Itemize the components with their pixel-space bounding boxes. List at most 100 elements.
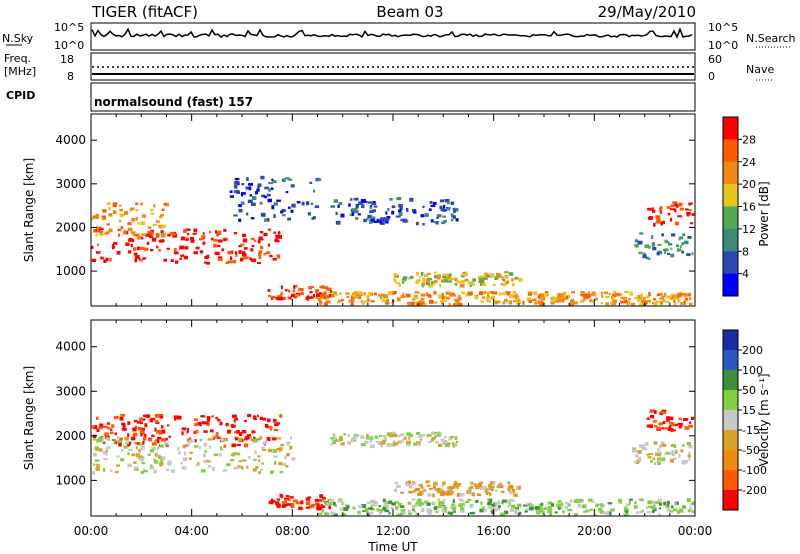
heatmap-cell: [443, 299, 447, 303]
heatmap-cell: [400, 511, 406, 514]
heatmap-cell: [134, 442, 138, 445]
heatmap-cell: [460, 510, 465, 513]
heatmap-cell: [361, 504, 366, 509]
heatmap-cell: [662, 220, 665, 224]
heatmap-cell: [316, 293, 321, 297]
heatmap-cell: [459, 499, 464, 502]
heatmap-cell: [249, 257, 252, 261]
heatmap-cell: [371, 209, 376, 213]
heatmap-cell: [436, 216, 439, 220]
heatmap-cell: [297, 288, 301, 292]
heatmap-cell: [237, 437, 242, 442]
heatmap-cell: [399, 505, 405, 508]
heatmap-cell: [121, 448, 124, 452]
heatmap-cell: [241, 459, 247, 462]
heatmap-cell: [514, 277, 519, 281]
heatmap-cell: [550, 298, 555, 303]
heatmap-cell: [210, 237, 214, 241]
heatmap-cell: [255, 466, 259, 470]
heatmap-cell: [447, 275, 452, 279]
heatmap-cell: [396, 484, 401, 488]
heatmap-cell: [443, 279, 448, 283]
heatmap-cell: [276, 254, 281, 259]
heatmap-cell: [237, 466, 240, 469]
power-colorbar-label: Power [dB]: [757, 181, 771, 246]
heatmap-cell: [659, 297, 664, 300]
heatmap-cell: [333, 513, 338, 516]
heatmap-cell: [487, 502, 492, 505]
heatmap-cell: [139, 430, 145, 435]
heatmap-cell: [251, 430, 256, 434]
heatmap-cell: [285, 289, 288, 292]
heatmap-cell: [365, 507, 369, 511]
heatmap-cell: [268, 182, 273, 185]
heatmap-cell: [338, 202, 343, 206]
heatmap-cell: [124, 230, 127, 234]
heatmap-cell: [91, 258, 97, 262]
heatmap-cell: [105, 447, 108, 451]
heatmap-cell: [236, 430, 240, 434]
heatmap-cell: [498, 505, 501, 508]
heatmap-cell: [388, 432, 392, 436]
cpid-value: normalsound (fast) 157: [94, 95, 253, 109]
heatmap-cell: [420, 434, 426, 437]
heatmap-cell: [286, 441, 291, 444]
heatmap-cell: [415, 503, 421, 506]
heatmap-cell: [270, 470, 273, 475]
heatmap-cell: [133, 247, 137, 251]
heatmap-cell: [153, 458, 156, 461]
heatmap-cell: [691, 416, 695, 420]
heatmap-cell: [397, 434, 401, 438]
heatmap-cell: [366, 218, 369, 221]
heatmap-cell: [506, 292, 510, 296]
heatmap-cell: [673, 423, 678, 427]
heatmap-cell: [472, 278, 476, 282]
heatmap-cell: [394, 501, 400, 504]
heatmap-cell: [681, 293, 686, 297]
heatmap-cell: [332, 440, 336, 445]
heatmap-cell: [354, 291, 358, 294]
heatmap-cell: [160, 230, 164, 234]
heatmap-cell: [352, 506, 356, 510]
heatmap-cell: [657, 451, 662, 456]
heatmap-cell: [199, 422, 202, 427]
heatmap-cell: [404, 436, 407, 440]
heatmap-cell: [154, 469, 157, 474]
heatmap-cell: [407, 501, 412, 505]
heatmap-cell: [424, 213, 429, 217]
heatmap-cell: [247, 414, 252, 418]
heatmap-cell: [337, 204, 340, 208]
heatmap-cell: [483, 291, 487, 295]
heatmap-cell: [678, 293, 684, 296]
heatmap-cell: [117, 440, 123, 443]
heatmap-cell: [293, 499, 298, 503]
heatmap-cell: [635, 511, 640, 514]
heatmap-cell: [486, 275, 491, 278]
heatmap-cell: [143, 436, 147, 441]
heatmap-cell: [486, 291, 491, 294]
heatmap-cell: [235, 189, 240, 194]
heatmap-cell: [641, 298, 644, 303]
heatmap-cell: [289, 445, 293, 450]
heatmap-cell: [426, 433, 429, 438]
heatmap-cell: [149, 235, 153, 239]
freq-unit-label: [MHz]: [4, 65, 36, 78]
heatmap-cell: [270, 187, 274, 190]
heatmap-cell: [468, 291, 473, 296]
heatmap-cell: [219, 446, 222, 450]
heatmap-cell: [405, 293, 411, 298]
heatmap-cell: [96, 439, 101, 443]
heatmap-cell: [127, 222, 132, 226]
heatmap-cell: [370, 216, 376, 221]
heatmap-cell: [581, 504, 587, 509]
heatmap-cell: [614, 293, 619, 296]
heatmap-cell: [479, 278, 485, 283]
heatmap-cell: [502, 499, 507, 503]
heatmap-cell: [689, 421, 692, 424]
heatmap-cell: [203, 453, 206, 458]
heatmap-cell: [449, 277, 455, 281]
heatmap-cell: [321, 496, 326, 500]
heatmap-cell: [388, 512, 391, 515]
heatmap-cell: [206, 459, 210, 463]
heatmap-cell: [154, 427, 157, 432]
